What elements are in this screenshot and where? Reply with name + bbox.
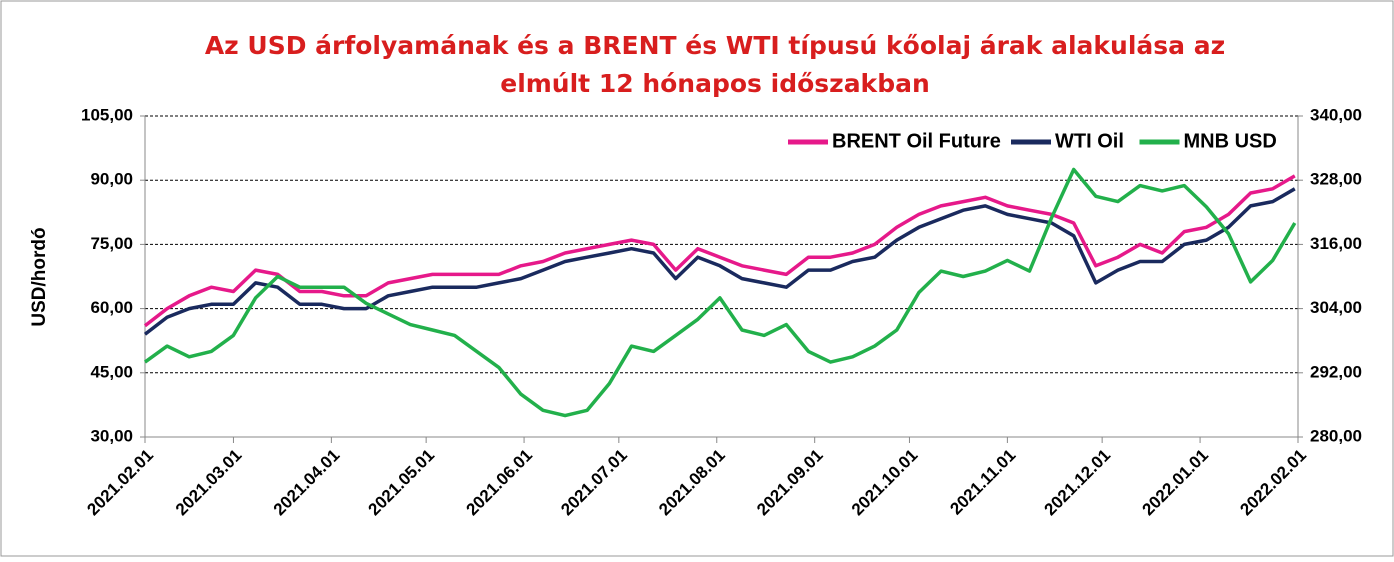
y2-tick-label: 304,00 (1310, 298, 1362, 317)
y-axis-title: USD/hordó (29, 227, 50, 326)
legend-label: BRENT Oil Future (832, 130, 1001, 152)
y-tick-label: 30,00 (90, 426, 133, 445)
y-tick-label: 60,00 (90, 298, 133, 317)
y-tick-label: 75,00 (90, 234, 133, 253)
y2-tick-label: 328,00 (1310, 170, 1362, 189)
y2-tick-label: 340,00 (1310, 105, 1362, 124)
y2-tick-label: 292,00 (1310, 362, 1362, 381)
y2-tick-label: 316,00 (1310, 234, 1362, 253)
chart-title: elmúlt 12 hónapos időszakban (500, 69, 930, 98)
y-tick-label: 45,00 (90, 362, 133, 381)
series-line (143, 187, 1296, 336)
y-tick-label: 105,00 (81, 105, 133, 124)
chart-title: Az USD árfolyamának és a BRENT és WTI tí… (205, 31, 1225, 60)
series-line (143, 167, 1297, 418)
series-line (143, 174, 1296, 328)
legend-label: WTI Oil (1055, 130, 1124, 152)
y-tick-label: 90,00 (90, 170, 133, 189)
y2-tick-label: 280,00 (1310, 426, 1362, 445)
legend-label: MNB USD (1184, 130, 1277, 152)
